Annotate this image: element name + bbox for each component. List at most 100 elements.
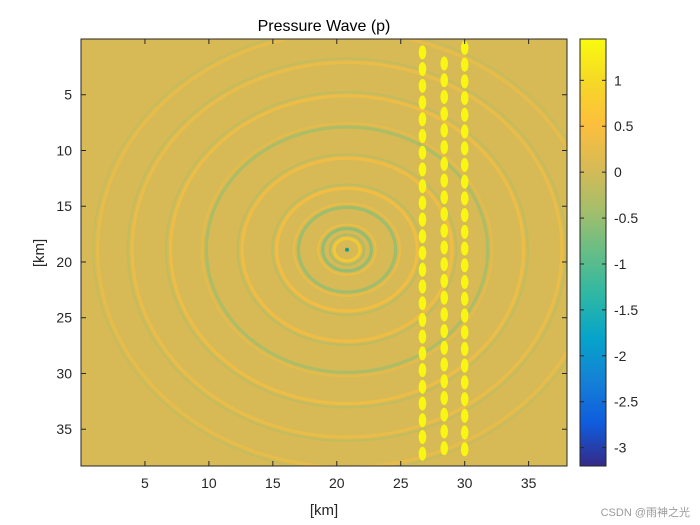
scatterer [460, 392, 469, 407]
colorbar: 1 0.5 0 -0.5 -1 -1.5 -2 -2.5 -3 [579, 38, 638, 467]
scatterer [460, 442, 469, 457]
scatterer [418, 112, 427, 127]
scatterer [440, 374, 449, 389]
wavefront-ring [332, 236, 362, 263]
scatterer [418, 396, 427, 411]
scatterer [440, 123, 449, 138]
scatterer [418, 430, 427, 445]
scatterer [418, 229, 427, 244]
watermark: CSDN @雨神之光 [600, 507, 690, 519]
scatterer [418, 262, 427, 277]
colorbar-ticks: 1 0.5 0 -0.5 -1 -1.5 -2 -2.5 -3 [580, 72, 638, 456]
wavefront-ring [240, 156, 454, 343]
wavefront-ring-trough [317, 223, 377, 276]
y-axis: 5 10 15 20 25 30 35 [56, 87, 567, 437]
scatterer [418, 95, 427, 110]
scatterer [440, 441, 449, 456]
scatterer [440, 390, 449, 405]
scatterer [440, 307, 449, 322]
scatterers [418, 40, 469, 461]
x-tick-label: 5 [141, 475, 149, 491]
source-point [345, 247, 350, 252]
wavefront-ring [168, 94, 526, 406]
wavefront-ring [275, 186, 419, 313]
scatterer [440, 73, 449, 88]
scatterer [418, 363, 427, 378]
scatterer [460, 57, 469, 72]
scatterer [418, 246, 427, 261]
colorbar-tick-label: 1 [614, 72, 622, 88]
scatterer [460, 425, 469, 440]
scatterer [460, 124, 469, 139]
scatterer [460, 291, 469, 306]
colorbar-tick-label: 0 [614, 164, 622, 180]
wavefront-ring [321, 226, 373, 273]
scatterer [460, 107, 469, 122]
wavefront-ring [296, 205, 398, 294]
wavefront-ring [96, 39, 567, 466]
scatterer [418, 78, 427, 93]
scatterer [440, 257, 449, 272]
scatterer [440, 56, 449, 71]
scatterer [460, 224, 469, 239]
colorbar-gradient [579, 38, 607, 467]
scatterer [460, 74, 469, 89]
y-tick-label: 15 [56, 198, 72, 214]
scatterer [418, 128, 427, 143]
colorbar-tick-label: -0.5 [614, 210, 638, 226]
scatterer [440, 240, 449, 255]
scatterer [440, 407, 449, 422]
colorbar-tick-label: -1.5 [614, 302, 638, 318]
colorbar-tick-label: -3 [614, 440, 627, 456]
colorbar-tick-label: -2.5 [614, 394, 638, 410]
scatterer [440, 324, 449, 339]
scatterer [418, 145, 427, 160]
x-tick-label: 15 [265, 475, 281, 491]
colorbar-tick-label: 0.5 [614, 118, 634, 134]
scatterer [460, 308, 469, 323]
colorbar-tick-label: -2 [614, 348, 627, 364]
x-tick-label: 20 [329, 475, 345, 491]
heatmap-area [80, 38, 568, 467]
wavefront-ring [130, 60, 564, 439]
plot-title: Pressure Wave (p) [258, 18, 391, 35]
scatterer [460, 358, 469, 373]
y-tick-label: 30 [56, 365, 72, 381]
scatterer [460, 191, 469, 206]
scatterer [418, 162, 427, 177]
scatterer [460, 241, 469, 256]
scatterer [460, 325, 469, 340]
scatterer [440, 106, 449, 121]
scatterer [460, 375, 469, 390]
scatterer [440, 273, 449, 288]
scatterer [440, 173, 449, 188]
x-tick-label: 30 [457, 475, 473, 491]
scatterer [440, 207, 449, 222]
scatterer [418, 45, 427, 60]
scatterer [460, 141, 469, 156]
y-tick-label: 5 [64, 87, 72, 103]
scatterer [418, 413, 427, 428]
wavefront-ring-trough [328, 233, 366, 266]
scatterer [460, 341, 469, 356]
scatterer [418, 329, 427, 344]
scatterer [418, 312, 427, 327]
scatterer [440, 190, 449, 205]
scatterer [418, 296, 427, 311]
scatterer [460, 408, 469, 423]
scatterer [418, 379, 427, 394]
y-tick-label: 20 [56, 254, 72, 270]
wavefront-ring-trough [236, 153, 458, 347]
scatterer [418, 195, 427, 210]
plot-frame [80, 38, 568, 467]
x-tick-label: 25 [393, 475, 409, 491]
scatterer [440, 290, 449, 305]
scatterer [460, 258, 469, 273]
scatterer [418, 446, 427, 461]
x-axis: 5 10 15 20 25 30 35 [141, 39, 537, 491]
x-tick-label: 10 [201, 475, 217, 491]
wavefronts [92, 39, 567, 466]
y-tick-label: 35 [56, 421, 72, 437]
y-axis-label: [km] [31, 239, 48, 267]
